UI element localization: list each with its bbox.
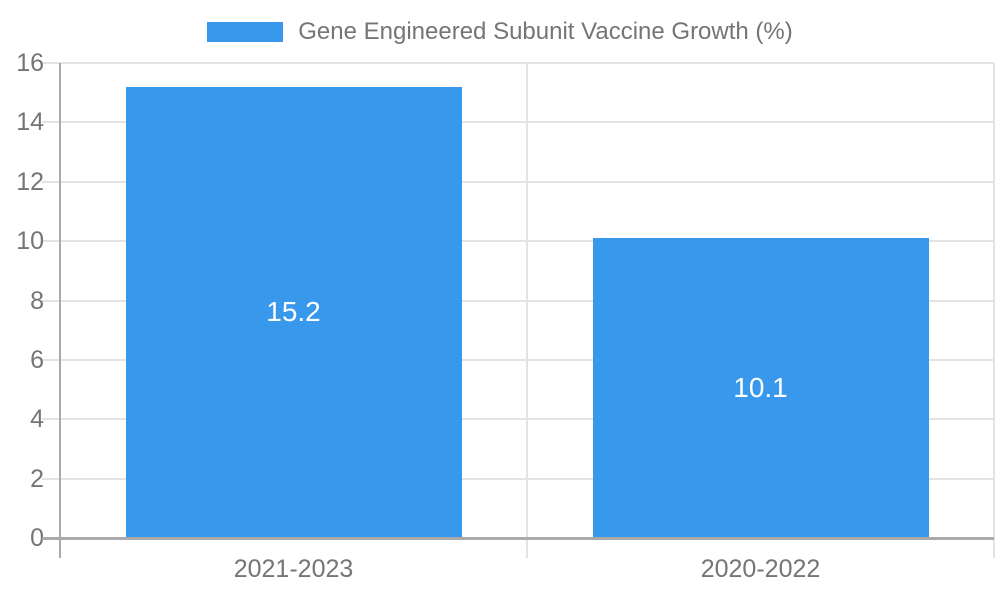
y-axis-tick-label: 12 [16, 167, 44, 196]
legend-swatch-icon [207, 22, 284, 42]
y-gridline [42, 180, 994, 183]
legend-label: Gene Engineered Subunit Vaccine Growth (… [298, 18, 793, 45]
y-gridline [42, 477, 994, 480]
y-gridline [42, 240, 994, 243]
y-axis-tick-label: 4 [30, 405, 44, 434]
y-axis-tick-label: 0 [30, 524, 44, 552]
chart-legend: Gene Engineered Subunit Vaccine Growth (… [0, 18, 1000, 46]
x-axis-tick-label: 2020-2022 [700, 555, 821, 583]
y-axis-tick-label: 10 [16, 227, 44, 256]
y-axis-line [59, 63, 61, 558]
legend-item[interactable]: Gene Engineered Subunit Vaccine Growth (… [207, 18, 793, 46]
y-gridline [42, 62, 994, 64]
bar-2020-2022 [592, 238, 929, 538]
x-axis-tick-label: 2021-2023 [233, 555, 354, 583]
y-axis-tick-label: 6 [30, 345, 44, 374]
bar-2021-2023 [125, 86, 462, 538]
bar-value-label: 10.1 [733, 372, 788, 404]
y-axis-tick-label: 2 [30, 464, 44, 493]
bar-value-label: 15.2 [266, 296, 321, 328]
y-gridline [42, 299, 994, 302]
y-axis-tick-label: 14 [16, 108, 44, 137]
y-gridline [42, 121, 994, 124]
band-separator-line [526, 63, 528, 558]
y-axis-tick-label: 16 [16, 49, 44, 77]
y-axis-tick-label: 8 [30, 286, 44, 315]
y-gridline [42, 418, 994, 421]
x-axis-line [42, 537, 994, 540]
band-separator-line [993, 63, 995, 558]
y-gridline [42, 358, 994, 361]
